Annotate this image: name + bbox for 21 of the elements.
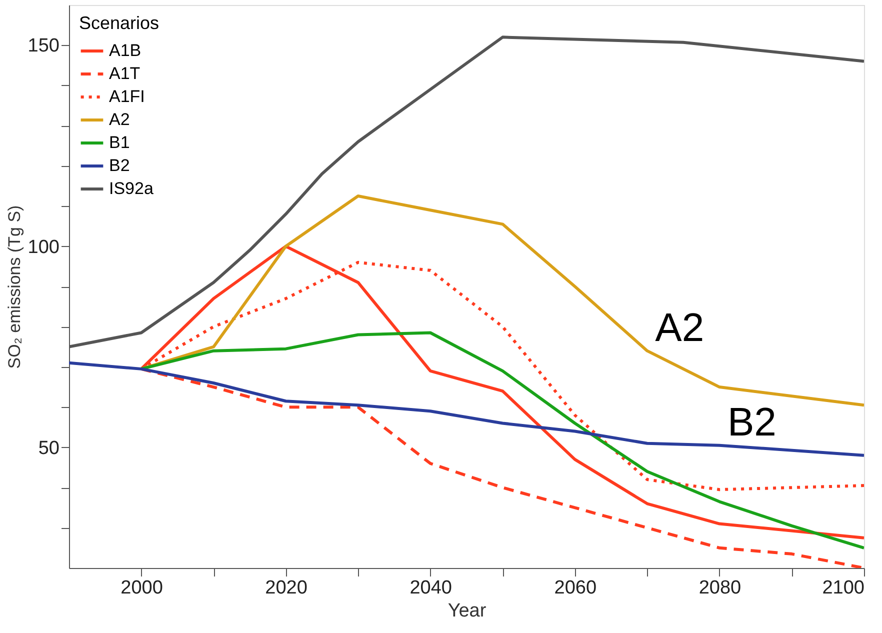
legend-label: B2 <box>109 156 130 175</box>
x-tick-label: 2000 <box>120 578 163 598</box>
x-tick-label: 2020 <box>265 578 308 598</box>
y-tick-label: 100 <box>28 236 60 258</box>
x-tick-label: 2080 <box>698 578 742 598</box>
y-axis-title: SO₂ emissions (Tg S) <box>4 205 24 369</box>
legend-label: A2 <box>109 110 130 129</box>
x-tick-label: 2060 <box>554 578 597 598</box>
legend-label: A1B <box>109 41 142 60</box>
legend-label: IS92a <box>109 179 154 198</box>
x-axis-title: Year <box>448 600 487 622</box>
y-tick-label: 50 <box>38 438 60 459</box>
legend-label: A1FI <box>109 87 145 106</box>
legend-title: Scenarios <box>79 13 160 33</box>
x-tick-label: 2100 <box>822 578 864 598</box>
legend-label: A1T <box>109 64 140 83</box>
legend-label: B1 <box>109 133 130 152</box>
annotation: A2 <box>655 306 704 350</box>
x-tick-label: 2040 <box>410 578 452 598</box>
y-tick-label: 150 <box>28 36 60 57</box>
annotation: B2 <box>727 400 776 444</box>
